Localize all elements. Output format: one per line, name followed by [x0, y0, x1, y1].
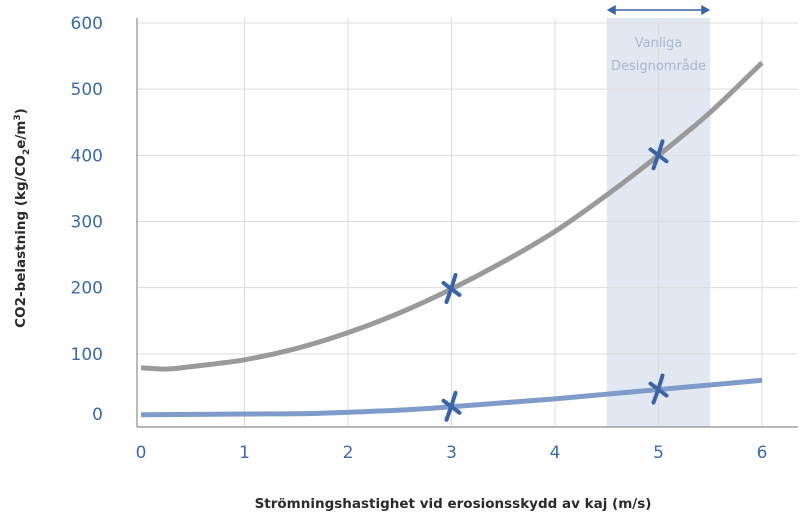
cross-marker-stroke [648, 381, 669, 398]
cross-marker [441, 390, 462, 422]
x-tick-label: 1 [239, 443, 250, 463]
x-tick-labels: 0 1 2 3 4 5 6 [136, 443, 768, 463]
y-axis-title-sup: 3 [13, 114, 23, 120]
y-axis-title: CO2-belastning (kg/CO2e/m3) [13, 108, 32, 328]
x-axis-title: Strömningshastighet vid erosionsskydd av… [255, 496, 652, 512]
y-tick-label: 100 [71, 345, 103, 365]
y-tick-label: 0 [92, 405, 103, 425]
band-label-line-2: Designområde [611, 59, 706, 74]
x-tick-label: 3 [446, 443, 457, 463]
cross-marker-stroke [441, 280, 462, 297]
y-axis-title-part-2: e/m [13, 121, 29, 149]
y-tick-label: 400 [71, 146, 103, 166]
x-tick-label: 6 [757, 443, 768, 463]
x-tick-label: 5 [653, 443, 664, 463]
cross-marker [441, 272, 462, 304]
markers-group [441, 139, 669, 422]
y-tick-label: 200 [71, 279, 103, 299]
x-tick-label: 0 [136, 443, 147, 463]
band-arrow-left [606, 5, 616, 15]
cross-marker-stroke [648, 147, 669, 164]
series-lower-line [140, 377, 763, 418]
y-axis-title-sub: 2 [22, 149, 32, 155]
y-tick-label: 500 [71, 80, 103, 100]
y-tick-labels: 0 100 200 300 400 500 600 [71, 14, 103, 425]
cross-marker [648, 139, 669, 171]
cross-marker-stroke [441, 398, 462, 415]
grid [136, 18, 798, 428]
cross-marker [648, 373, 669, 405]
x-tick-label: 2 [343, 443, 354, 463]
y-axis-title-part-3: ) [13, 108, 29, 114]
x-tick-label: 4 [550, 443, 561, 463]
band-label-line-1: Vanliga [635, 36, 683, 51]
y-axis-title-part-1: CO2-belastning (kg/CO [13, 155, 29, 328]
y-tick-label: 600 [71, 14, 103, 34]
y-tick-label: 300 [71, 212, 103, 232]
band-arrow-right [701, 5, 711, 15]
